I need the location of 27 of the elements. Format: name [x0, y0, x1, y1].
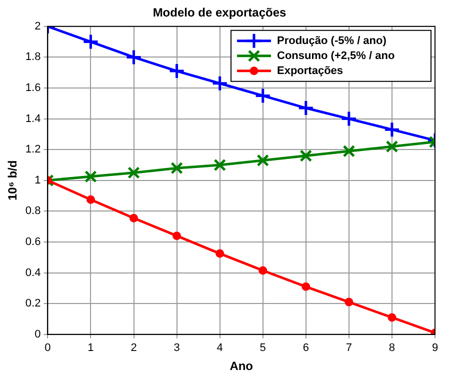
x-tick-label: 5 — [260, 342, 266, 354]
legend-label: Exportações — [277, 64, 344, 77]
x-tick-label: 7 — [346, 342, 352, 354]
x-tick-label: 8 — [388, 342, 396, 354]
y-tick-label: 1.2 — [25, 144, 41, 156]
x-axis-title: Ano — [230, 359, 254, 374]
x-tick-label: 2 — [130, 342, 137, 354]
x-tick-label: 9 — [432, 342, 438, 354]
y-tick-label: 1 — [34, 174, 41, 186]
x-tick-label: 0 — [44, 342, 51, 354]
x-tick-label: 3 — [174, 342, 180, 354]
y-tick-label: 1.6 — [25, 82, 41, 94]
legend-label: Produção (-5% / ano) — [277, 34, 387, 47]
x-tick-label: 4 — [216, 342, 223, 354]
y-tick-label: 0.2 — [25, 298, 41, 310]
y-tick-label: 0.6 — [25, 236, 41, 248]
y-tick-label: 0.8 — [25, 205, 41, 218]
legend-label: Consumo (+2,5% / ano — [277, 50, 395, 62]
chart-title: Modelo de exportações — [152, 6, 287, 20]
y-tick-label: 2 — [34, 20, 41, 32]
x-tick-label: 6 — [302, 342, 309, 354]
y-tick-label: 0 — [34, 328, 41, 340]
x-tick-label: 1 — [88, 342, 94, 354]
y-tick-label: 0.4 — [25, 266, 41, 279]
y-tick-label: 1.8 — [25, 51, 41, 64]
y-tick-label: 1.4 — [25, 112, 41, 125]
y-axis-title: 10⁶ b/d — [6, 160, 20, 200]
